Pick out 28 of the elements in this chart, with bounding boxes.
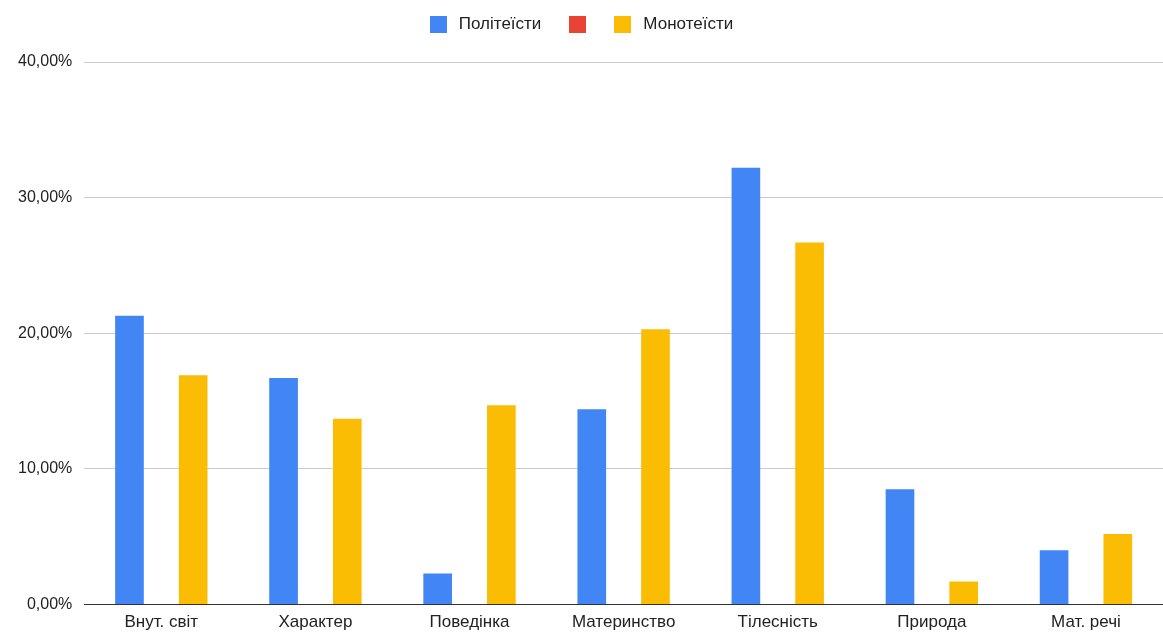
- bar: [795, 242, 824, 605]
- x-tick-label: Материнство: [571, 612, 676, 632]
- y-tick-label: 10,00%: [18, 459, 73, 477]
- y-tick-label: 0,00%: [26, 595, 73, 613]
- bar: [178, 375, 208, 605]
- bar: [332, 418, 362, 605]
- x-tick-label: Характер: [278, 612, 353, 632]
- x-tick-label: Поведінка: [429, 612, 511, 632]
- legend-label: Монотеїсти: [643, 14, 734, 34]
- bar: [423, 573, 453, 605]
- y-tick-label: 20,00%: [18, 323, 73, 341]
- bar: [487, 405, 516, 605]
- bar: [641, 329, 670, 605]
- x-tick-label: Внут. світ: [124, 612, 199, 632]
- x-tick-label: Природа: [897, 612, 967, 632]
- bar: [269, 378, 298, 605]
- legend-label: Політеїсти: [458, 14, 542, 34]
- bar: [885, 489, 915, 605]
- bar: [949, 581, 979, 605]
- bar: [731, 167, 761, 605]
- x-tick-label: Мат. речі: [1051, 612, 1121, 632]
- bar: [1103, 534, 1133, 605]
- x-tick-label: Тілесність: [737, 612, 819, 632]
- y-tick-label: 40,00%: [18, 52, 73, 70]
- y-tick-label: 30,00%: [18, 188, 73, 206]
- bar: [577, 409, 607, 605]
- bar: [115, 315, 144, 605]
- bar: [1039, 550, 1069, 605]
